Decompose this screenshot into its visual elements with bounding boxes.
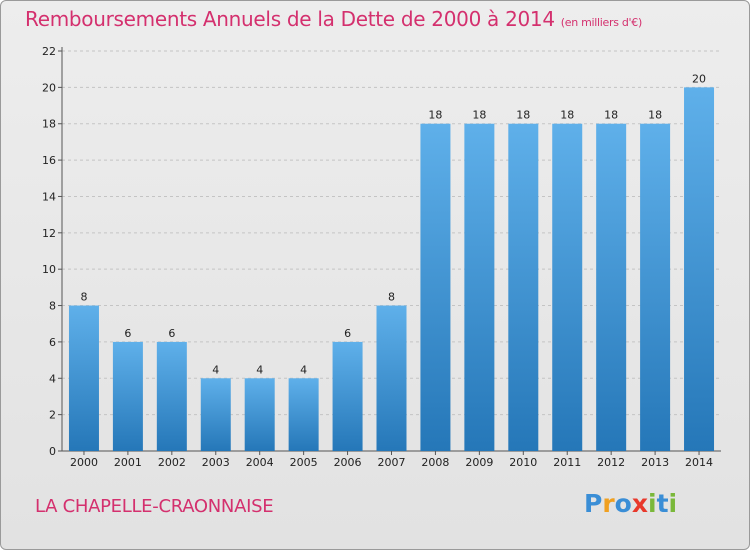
x-tick-label: 2007: [378, 456, 406, 469]
bar-value-label: 20: [692, 72, 706, 85]
y-tick-label: 22: [42, 45, 56, 58]
y-tick-label: 18: [42, 118, 56, 131]
logo-letter: o: [614, 489, 632, 518]
bar-value-label: 8: [388, 291, 395, 304]
x-tick-label: 2013: [641, 456, 669, 469]
bar: [464, 123, 495, 452]
proxiti-logo[interactable]: Proxiti: [584, 489, 677, 518]
bar: [200, 378, 231, 451]
chart-title-unit: (en milliers d'€): [560, 16, 642, 29]
y-tick-label: 4: [49, 372, 56, 385]
logo-letter: t: [656, 489, 669, 518]
x-tick-label: 2012: [597, 456, 625, 469]
bar: [640, 123, 671, 452]
logo-letter: i: [648, 489, 657, 518]
y-tick-label: 10: [42, 263, 56, 276]
y-tick-label: 12: [42, 227, 56, 240]
y-tick-label: 0: [49, 445, 56, 458]
bar: [684, 87, 715, 451]
bar-value-label: 18: [648, 109, 662, 122]
bar-value-label: 4: [212, 363, 219, 376]
y-tick-label: 2: [49, 409, 56, 422]
chart-title: Remboursements Annuels de la Dette de 20…: [25, 7, 642, 31]
bar: [420, 123, 451, 452]
logo-letter: i: [668, 489, 678, 518]
bar-value-label: 18: [560, 109, 574, 122]
x-tick-label: 2002: [158, 456, 186, 469]
y-tick-label: 6: [49, 336, 56, 349]
logo-letter: x: [631, 489, 648, 518]
bar: [156, 341, 187, 451]
bar-value-label: 18: [516, 109, 530, 122]
logo-letter: r: [602, 489, 615, 518]
x-tick-label: 2009: [465, 456, 493, 469]
x-tick-label: 2004: [246, 456, 274, 469]
x-tick-label: 2001: [114, 456, 142, 469]
x-tick-label: 2011: [553, 456, 581, 469]
bar-value-label: 4: [300, 363, 307, 376]
bar-value-label: 18: [604, 109, 618, 122]
commune-name: LA CHAPELLE-CRAONNAISE: [35, 496, 274, 517]
x-tick-label: 2005: [290, 456, 318, 469]
bar: [68, 305, 99, 451]
bar: [244, 378, 275, 451]
y-tick-label: 16: [42, 154, 56, 167]
x-tick-label: 2003: [202, 456, 230, 469]
x-tick-label: 2014: [685, 456, 713, 469]
bar: [508, 123, 539, 452]
x-tick-label: 2008: [421, 456, 449, 469]
chart-title-main: Remboursements Annuels de la Dette de 20…: [25, 7, 555, 31]
bar: [112, 341, 143, 451]
bar: [552, 123, 583, 452]
bar: [376, 305, 407, 451]
y-tick-label: 20: [42, 81, 56, 94]
x-tick-label: 2006: [334, 456, 362, 469]
bar: [596, 123, 627, 452]
bar-value-label: 18: [472, 109, 486, 122]
bar-value-label: 8: [80, 291, 87, 304]
x-tick-label: 2000: [70, 456, 98, 469]
bar-value-label: 6: [168, 327, 175, 340]
bar: [332, 341, 363, 451]
x-tick-label: 2010: [509, 456, 537, 469]
bar-value-label: 6: [344, 327, 351, 340]
y-tick-label: 8: [49, 300, 56, 313]
bar-value-label: 6: [124, 327, 131, 340]
logo-letter: P: [584, 489, 603, 518]
bar-value-label: 18: [428, 109, 442, 122]
bar-value-label: 4: [256, 363, 263, 376]
bar: [288, 378, 319, 451]
y-tick-label: 14: [42, 190, 56, 203]
